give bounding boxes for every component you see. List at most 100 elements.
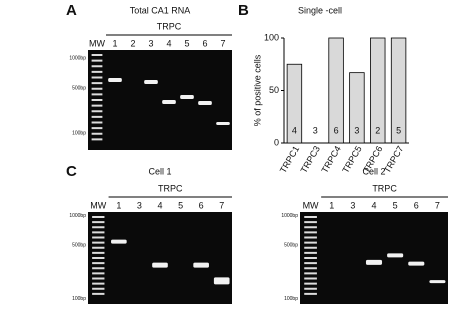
ladder-band: [92, 251, 105, 254]
band: [198, 101, 212, 105]
bar: [349, 72, 365, 144]
y-axis-label: % of positive cells: [252, 54, 262, 126]
band: [213, 277, 230, 285]
ladder-band: [92, 292, 105, 295]
ladder-band: [91, 65, 103, 68]
bar: [286, 63, 303, 144]
panel-letter: A: [66, 2, 77, 19]
marker-label: 500bp: [284, 242, 298, 248]
ladder-band: [91, 87, 103, 90]
band: [429, 280, 446, 284]
lane-label: 7: [435, 200, 440, 210]
ladder-band: [91, 121, 103, 124]
ladder-band: [304, 221, 317, 224]
ladder-band: [304, 292, 317, 295]
bar: [370, 37, 386, 144]
band: [108, 78, 122, 82]
x-tick-label: TRPC7: [382, 144, 405, 175]
lane-label: 5: [178, 200, 183, 210]
ladder-band: [304, 231, 317, 234]
ladder-band: [91, 59, 103, 62]
lane-label: MW: [90, 200, 106, 210]
lane-label: 1: [112, 38, 117, 48]
bar-label: 5: [396, 125, 401, 135]
lane-label: 1: [116, 200, 121, 210]
lane-label: 3: [148, 38, 153, 48]
ladder-band: [304, 257, 317, 259]
ladder-band: [91, 82, 103, 85]
lane-label: 6: [199, 200, 204, 210]
band: [144, 80, 158, 84]
ladder-band: [92, 272, 105, 275]
lane-label: 5: [393, 200, 398, 210]
gel: [88, 50, 232, 150]
marker-label: 100bp: [72, 130, 86, 136]
ladder-band: [304, 267, 317, 270]
ladder-band: [304, 216, 317, 218]
group-label: TRPC: [157, 21, 182, 31]
ladder-band: [92, 267, 105, 270]
y-tick-label: 50: [269, 85, 279, 95]
ladder-band: [92, 282, 105, 285]
group-label: TRPC: [372, 183, 397, 193]
ladder-band: [91, 104, 103, 107]
lane-label: 4: [371, 200, 376, 210]
lane-label: MW: [303, 200, 319, 210]
band: [180, 95, 194, 99]
lane-label: 7: [219, 200, 224, 210]
band: [162, 100, 176, 104]
bar: [328, 37, 344, 144]
marker-label: 500bp: [72, 85, 86, 91]
bar-label: 6: [334, 125, 339, 135]
marker-label: 100bp: [284, 296, 298, 302]
ladder-band: [91, 99, 103, 101]
band: [152, 262, 168, 268]
ladder-band: [92, 257, 105, 259]
ladder-band: [92, 231, 105, 234]
panel-letter: B: [238, 2, 249, 19]
chart-title: Single -cell: [298, 5, 342, 15]
bar-label: 3: [354, 125, 359, 135]
lane-label: 3: [350, 200, 355, 210]
ladder-band: [304, 282, 317, 285]
ladder-band: [304, 251, 317, 254]
lane-label: 4: [166, 38, 171, 48]
ladder-band: [91, 132, 103, 135]
lane-label: 2: [130, 38, 135, 48]
ladder-band: [92, 246, 105, 249]
lane-label: 5: [184, 38, 189, 48]
ladder-band: [91, 110, 103, 113]
lane-label: MW: [89, 38, 105, 48]
marker-label: 1000bp: [69, 55, 86, 61]
lane-label: 4: [157, 200, 162, 210]
bar-label: 2: [375, 125, 380, 135]
ladder-band: [91, 138, 103, 141]
lane-label: 6: [202, 38, 207, 48]
gel: [300, 212, 448, 304]
band: [408, 261, 425, 266]
marker-label: 100bp: [72, 296, 86, 302]
bar-label: 4: [292, 125, 297, 135]
ladder-band: [91, 54, 103, 56]
ladder-band: [92, 226, 105, 229]
ladder-band: [304, 226, 317, 229]
lane-label: 6: [414, 200, 419, 210]
band: [111, 239, 127, 244]
band: [387, 253, 404, 258]
bar-label: 3: [313, 125, 318, 135]
band: [193, 262, 209, 268]
y-tick-label: 0: [274, 137, 279, 147]
bar: [390, 37, 407, 144]
ladder-band: [91, 127, 103, 130]
band: [216, 122, 230, 125]
ladder-band: [92, 236, 105, 239]
marker-label: 1000bp: [69, 213, 86, 219]
ladder-band: [304, 236, 317, 239]
ladder-band: [304, 277, 317, 280]
group-label: TRPC: [158, 183, 183, 193]
lane-label: 7: [220, 38, 225, 48]
gel: [88, 212, 232, 304]
panel-letter: C: [66, 163, 77, 180]
ladder-band: [92, 241, 105, 244]
